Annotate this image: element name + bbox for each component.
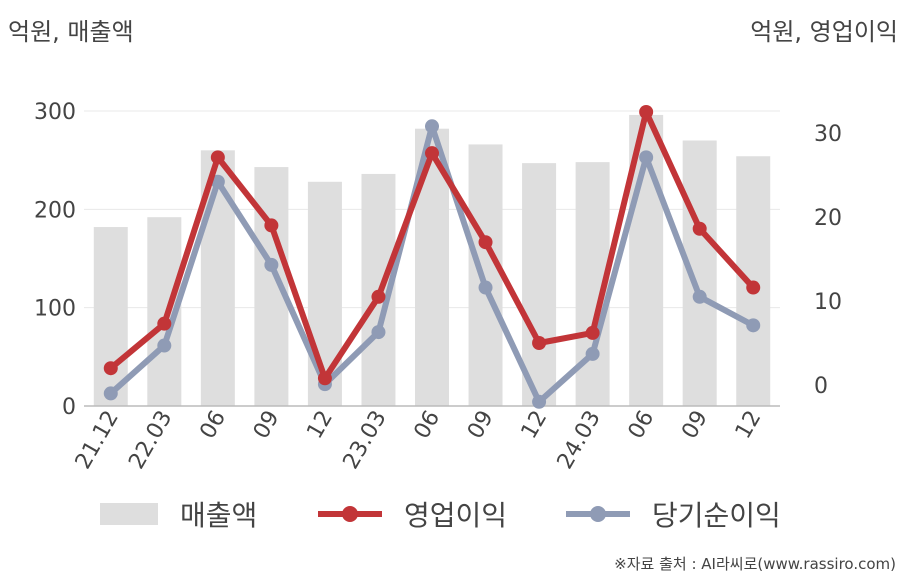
operating-profit-point [317,371,332,386]
operating-profit-point [585,325,600,340]
net-income-point [639,150,654,165]
x-tick-label: 06 [624,407,660,444]
net-income-point [532,394,547,409]
operating-profit-point [210,150,225,165]
operating-profit-point [478,235,493,250]
x-tick-label: 12 [517,407,553,444]
operating-profit-point [103,361,118,376]
y-left-tick-label: 300 [34,100,76,125]
legend-label-operating-profit: 영업이익 [404,499,508,532]
y-left-tick-label: 100 [34,297,76,322]
x-tick-label: 12 [302,407,338,444]
legend-swatch-operating-profit [318,502,382,526]
net-income-point [425,119,439,134]
right-axis-unit: 억원, 영업이익 [750,18,898,46]
y-right-tick-label: 20 [814,206,842,231]
bar-revenue [93,227,128,406]
legend-swatch-revenue [100,503,158,525]
operating-profit-point [157,316,172,331]
x-tick-label: 09 [463,407,499,444]
y-left-tick-label: 200 [34,198,76,223]
net-income-point [692,289,707,304]
x-tick-label: 24.03 [553,407,606,474]
net-income-point [746,318,761,333]
y-right-tick-label: 10 [814,290,842,315]
bar-revenue [468,144,503,406]
x-tick-label: 06 [410,407,446,444]
operating-profit-point [639,105,654,119]
x-tick-label: 09 [677,407,713,444]
x-tick-label: 21.12 [71,407,124,474]
legend-item-operating-profit: 영업이익 [318,492,507,536]
net-income-point [210,174,225,189]
x-tick-label: 06 [195,407,231,444]
y-right-tick-label: 30 [814,122,842,147]
legend-item-net-income: 당기순이익 [566,492,781,536]
left-axis-unit: 억원, 매출액 [8,18,134,46]
legend-swatch-net-income [566,502,630,526]
source-credit: ※자료 출처 : AI라씨로(www.rassiro.com) [614,555,896,573]
net-income-point [264,257,279,272]
chart-legend: 매출액 영업이익 당기순이익 [0,492,908,536]
net-income-point [585,346,600,361]
net-income-point [157,338,172,353]
operating-profit-point [532,336,547,350]
operating-profit-point [746,280,761,295]
bar-revenue [307,181,342,406]
legend-item-revenue: 매출액 [100,492,257,536]
operating-profit-point [692,221,707,236]
x-tick-label: 22.03 [124,407,177,474]
legend-label-revenue: 매출액 [180,499,258,532]
net-income-point [103,386,118,401]
operating-profit-point [264,218,279,233]
legend-label-net-income: 당기순이익 [652,499,781,532]
bar-revenue [522,163,557,406]
y-right-tick-label: 0 [814,374,828,399]
x-tick-label: 12 [731,407,767,444]
x-tick-label: 23.03 [339,407,392,474]
operating-profit-point [425,146,439,161]
net-income-point [478,280,493,295]
x-tick-label: 09 [249,407,285,444]
y-left-tick-label: 0 [62,395,76,420]
net-income-point [371,325,386,340]
operating-profit-point [371,289,386,304]
